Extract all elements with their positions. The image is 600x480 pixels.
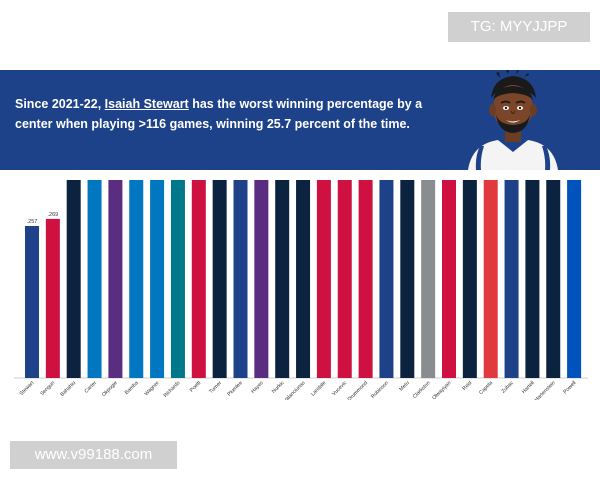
tick-label-robinson: Robinson	[370, 380, 390, 400]
header-banner: Since 2021-22, Isaiah Stewart has the wo…	[0, 70, 600, 170]
bar-plumlee	[233, 180, 248, 379]
bar-nurkic	[275, 180, 290, 379]
tick-label-landale: Landale	[310, 380, 327, 397]
tick-label-sengun: Sengun	[39, 380, 56, 397]
bar-powell	[567, 180, 582, 378]
tick-label-valanciunas: Valanciunas	[282, 380, 306, 400]
bar-robinson	[379, 180, 394, 378]
tick-label-bamba: Bamba	[124, 380, 140, 396]
data-label-sengun: .269	[47, 212, 58, 218]
player-name-link[interactable]: Isaiah Stewart	[104, 97, 189, 111]
bar-bahahiu	[66, 180, 81, 378]
bar-landale	[316, 180, 331, 379]
tick-label-nurkic: Nurkic	[271, 380, 286, 395]
tick-label-carter: Carter	[84, 380, 99, 395]
bar-carter	[87, 180, 102, 378]
bar-olwayiyan	[442, 180, 456, 378]
bar-capela	[483, 180, 498, 378]
bar-hartell	[525, 180, 540, 378]
tick-label-hayes: Hayes	[250, 380, 265, 395]
bar-wagner	[150, 180, 165, 378]
tick-label-metu: Metu	[398, 380, 410, 392]
bar-richards	[170, 180, 185, 378]
tick-label-hartell: Hartell	[521, 380, 536, 395]
bar-drummond	[358, 180, 373, 379]
watermark-bottom: www.v99188.com	[10, 441, 177, 469]
tick-label-plumlee: Plumlee	[226, 380, 244, 398]
bar-reid	[462, 180, 477, 378]
tick-label-drummond: Drummond	[347, 380, 369, 400]
watermark-top: TG: MYYJJPP	[448, 12, 590, 42]
win-percentage-bar-chart: .257Stewart.269Sengun.360Bahahiu.363Cart…	[14, 180, 588, 400]
tick-label-turner: Turner	[208, 380, 223, 395]
tick-label-richards: Richards	[163, 380, 182, 399]
tick-label-capela: Capela	[478, 380, 494, 396]
tick-label-poeltl: Poeltl	[189, 380, 202, 393]
tick-label-zubac: Zubac	[501, 380, 516, 395]
player-portrait-illustration	[468, 70, 558, 170]
bar-zubac	[504, 180, 519, 379]
bar-bamba	[129, 180, 144, 378]
bar-vucevic	[337, 180, 352, 379]
bar-turner	[212, 180, 227, 378]
tick-label-okpogie: Okpogie	[101, 380, 119, 398]
tick-label-hartenstein: Hartenstein	[534, 380, 557, 400]
bar-hayes	[254, 180, 269, 379]
tick-label-olwayiyan: Olwayiyan	[431, 380, 452, 400]
tick-label-stewart: Stewart	[19, 380, 36, 397]
tick-label-clarkston: Clarkston	[412, 380, 432, 400]
tick-label-wagner: Wagner	[144, 380, 161, 397]
banner-text-pre: Since 2021-22,	[15, 97, 105, 111]
bar-stewart	[25, 226, 39, 378]
banner-headline: Since 2021-22, Isaiah Stewart has the wo…	[15, 95, 435, 134]
bar-valanciunas	[296, 180, 311, 378]
bar-clarkston	[421, 180, 436, 379]
bar-metu	[400, 180, 415, 379]
tick-label-bahahiu: Bahahiu	[59, 380, 77, 398]
data-label-stewart: .257	[27, 219, 38, 225]
bar-sengun	[45, 218, 60, 378]
tick-label-vucevic: Vucevic	[331, 380, 348, 397]
bar-poeltl	[191, 180, 206, 378]
bar-okpogie	[108, 180, 123, 378]
bar-hartenstein	[546, 180, 561, 378]
tick-label-reid: Reid	[461, 380, 473, 392]
tick-label-powell: Powell	[562, 380, 577, 395]
banner-text-post: has the worst winning percentage by a ce…	[15, 97, 423, 131]
